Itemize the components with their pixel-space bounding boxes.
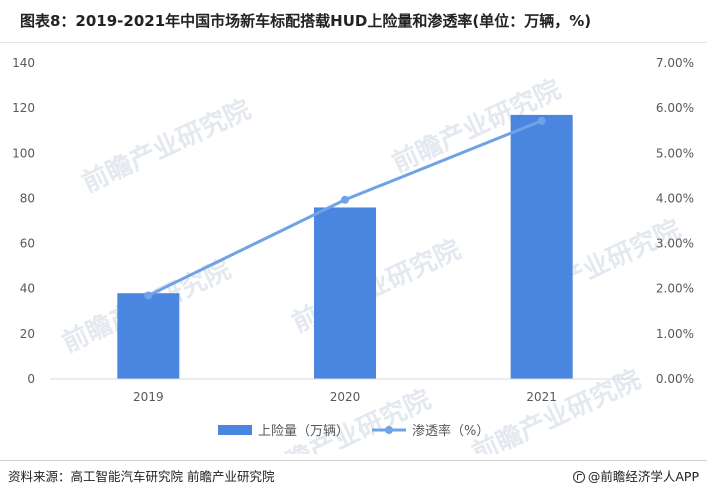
title-divider — [0, 42, 707, 43]
brand-label: @前瞻经济学人APP — [587, 469, 699, 484]
left-tick-label: 40 — [20, 282, 35, 296]
right-tick-label: 4.00% — [656, 191, 694, 205]
left-tick-label: 0 — [27, 372, 35, 386]
left-tick-label: 20 — [20, 327, 35, 341]
watermark-text: 前瞻产业研究院 — [77, 94, 255, 199]
x-axis-ticks: 2019 2020 2021 — [133, 390, 557, 404]
bar-series — [117, 114, 573, 380]
line-point — [537, 116, 546, 125]
brand-credit: @前瞻经济学人APP — [572, 466, 699, 485]
brand-logo-icon — [572, 471, 585, 483]
right-tick-label: 2.00% — [656, 282, 694, 296]
right-tick-label: 0.00% — [656, 372, 694, 386]
left-tick-label: 60 — [20, 237, 35, 251]
line-point — [341, 195, 349, 204]
legend-label: 渗透率（%） — [412, 423, 489, 439]
bar — [314, 207, 376, 379]
left-tick-label: 100 — [12, 146, 35, 160]
right-axis-ticks: 0.00% 1.00% 2.00% 3.00% 4.00% 5.00% 6.00% 7.00% — [656, 56, 694, 386]
legend: 上险量（万辆） 渗透率（%） — [218, 423, 489, 439]
right-tick-label: 3.00% — [656, 237, 694, 251]
right-tick-label: 6.00% — [656, 101, 694, 115]
x-tick-label: 2020 — [330, 390, 361, 404]
legend-bar-swatch — [218, 425, 252, 435]
right-tick-label: 1.00% — [656, 327, 694, 341]
x-tick-label: 2019 — [133, 390, 164, 404]
left-tick-label: 140 — [12, 56, 35, 70]
left-tick-label: 80 — [20, 191, 35, 205]
x-tick-label: 2021 — [526, 390, 557, 404]
left-axis-ticks: 0 20 40 60 80 100 120 140 — [12, 56, 35, 386]
line-point — [144, 291, 153, 300]
footer-divider — [0, 460, 707, 461]
chart-title: 图表8：2019-2021年中国市场新车标配搭载HUD上险量和渗透率(单位：万辆… — [20, 12, 592, 30]
line-series — [144, 116, 546, 300]
legend-line-marker — [385, 426, 393, 434]
right-tick-label: 5.00% — [656, 146, 694, 160]
source-note: 资料来源：高工智能汽车研究院 前瞻产业研究院 — [8, 469, 275, 484]
legend-label: 上险量（万辆） — [258, 424, 349, 439]
right-tick-label: 7.00% — [656, 56, 694, 70]
bar — [117, 293, 180, 379]
left-tick-label: 120 — [12, 101, 35, 115]
bar — [510, 114, 573, 380]
